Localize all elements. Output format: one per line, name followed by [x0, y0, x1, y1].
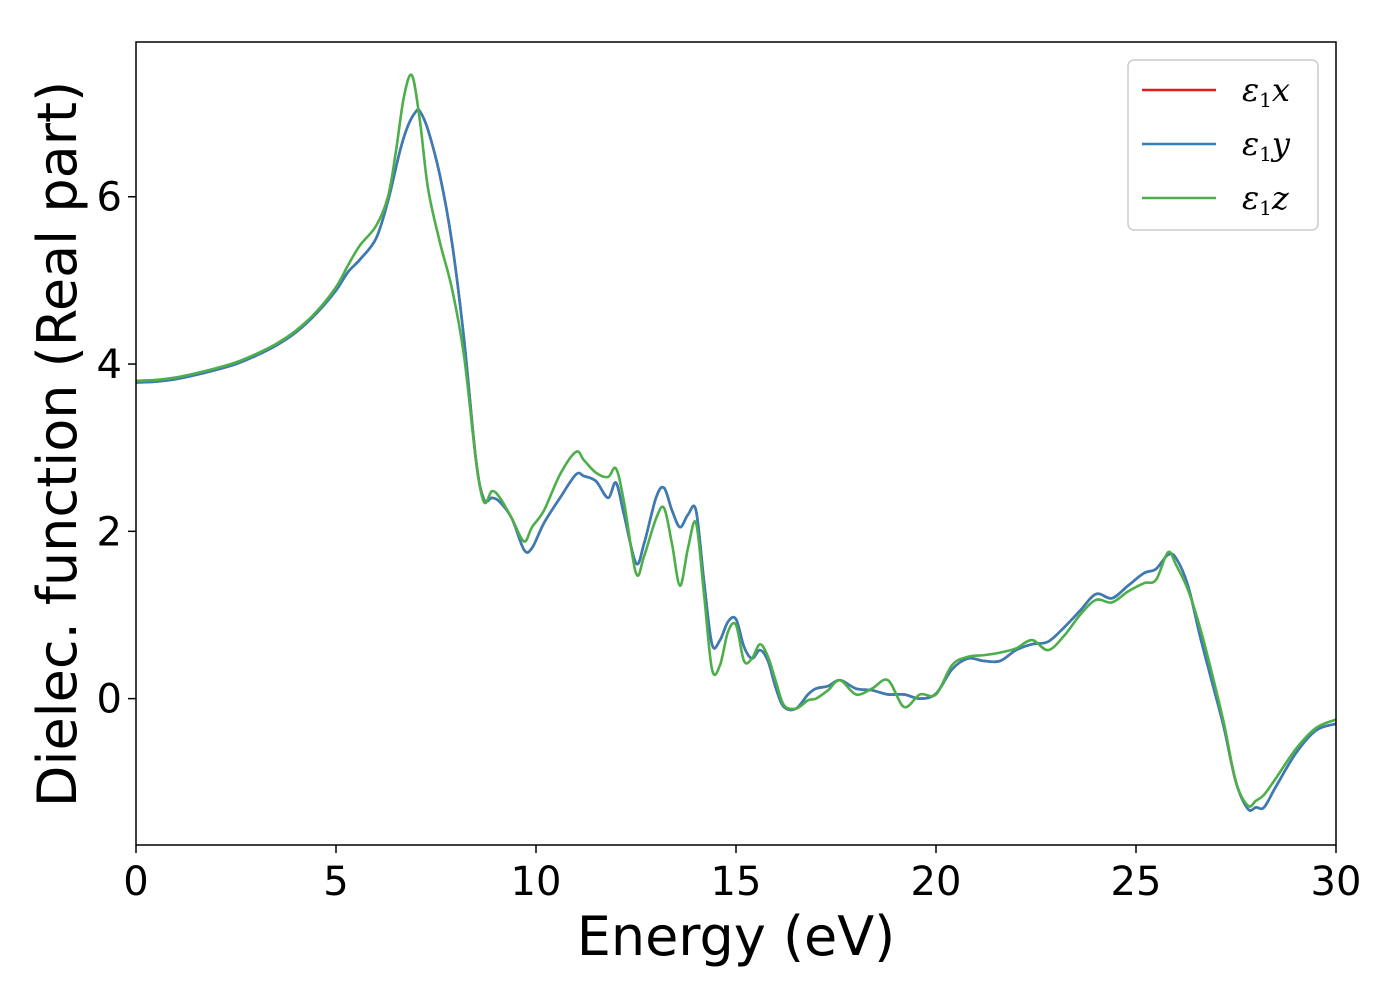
x-tick-label: 15: [711, 859, 762, 905]
x-tick-label: 5: [323, 859, 348, 905]
y-axis: 0 2 4 6: [97, 175, 136, 723]
legend-label-x: ε1x: [1242, 71, 1290, 112]
x-tick-label: 30: [1311, 859, 1362, 905]
x-axis-title: Energy (eV): [577, 905, 896, 968]
x-axis: 0 5 10 15 20 25 30: [123, 845, 1361, 905]
legend: ε1x ε1y ε1z: [1127, 59, 1319, 231]
series-line-z: [136, 73, 1336, 808]
y-tick-label: 2: [97, 509, 122, 555]
x-tick-label: 0: [123, 859, 148, 905]
x-tick-label: 25: [1111, 859, 1162, 905]
legend-label-z: ε1z: [1242, 179, 1290, 220]
series-line-y: [136, 108, 1336, 812]
legend-label-y: ε1y: [1242, 125, 1291, 166]
y-tick-label: 0: [97, 677, 122, 723]
y-axis-title: Dielec. function (Real part): [26, 81, 89, 807]
x-tick-label: 10: [511, 859, 562, 905]
legend-frame: [1127, 59, 1319, 231]
x-tick-label: 20: [911, 859, 962, 905]
series-layer: [136, 73, 1336, 812]
y-tick-label: 6: [97, 175, 122, 221]
y-tick-label: 4: [97, 342, 122, 388]
